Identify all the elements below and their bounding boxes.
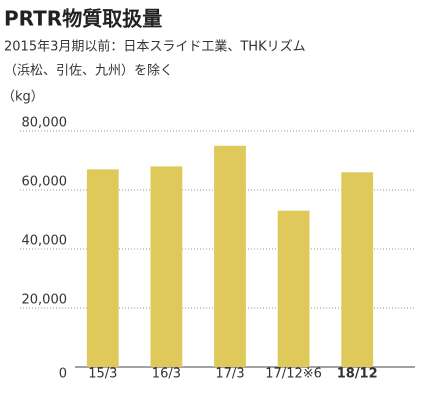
y-axis-label: （kg） — [2, 90, 44, 105]
bar — [150, 166, 183, 367]
x-tick-label: 15/3 — [88, 367, 117, 382]
x-tick-label: 16/3 — [152, 367, 181, 382]
y-tick-label: 60,000 — [22, 175, 68, 190]
bar — [214, 145, 246, 367]
subtitle: 2015年3月期以前：日本スライド工業、THKリズム — [4, 39, 306, 55]
chart-title: PRTR物質取扱量 — [4, 7, 162, 31]
bar — [341, 172, 374, 367]
bar — [86, 169, 119, 367]
x-tick-label: 17/12※6 — [265, 367, 322, 382]
x-tick-label: 18/12 — [337, 367, 378, 382]
bar — [277, 210, 310, 367]
y-tick-label: 40,000 — [22, 234, 68, 249]
x-tick-label: 17/3 — [215, 367, 244, 382]
y-tick-label: 0 — [59, 367, 67, 382]
y-tick-label: 80,000 — [22, 116, 68, 131]
y-tick-label: 20,000 — [22, 293, 68, 308]
subtitle: （浜松、引佐、九州）を除く — [4, 64, 173, 79]
